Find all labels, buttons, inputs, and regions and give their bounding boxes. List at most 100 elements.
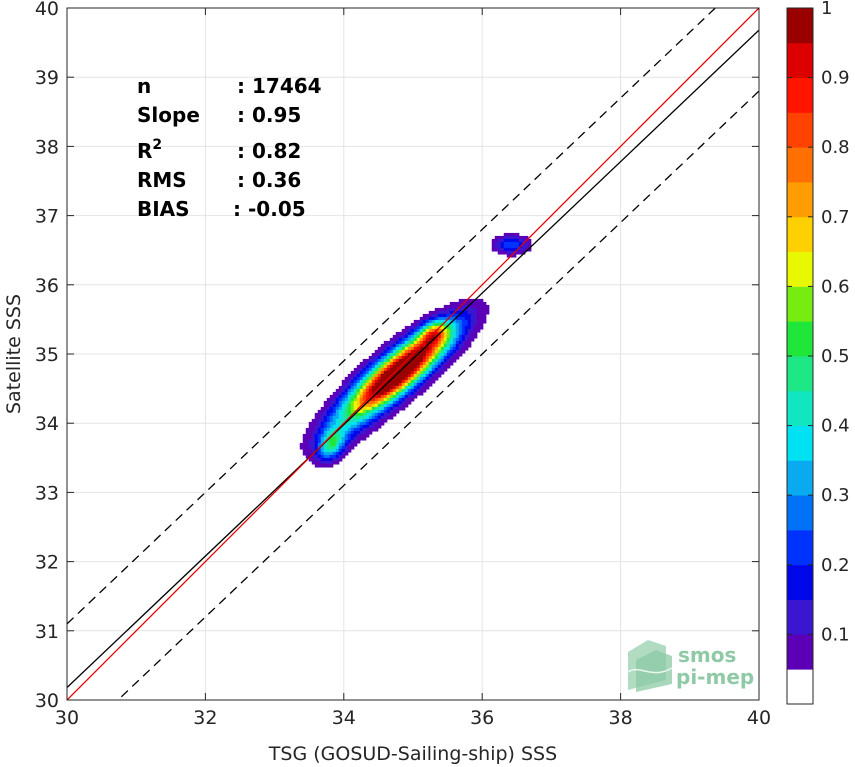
y-tick-label: 31 — [35, 621, 59, 643]
density-cell — [449, 346, 454, 351]
density-cell — [347, 373, 355, 378]
density-cell — [377, 364, 382, 369]
density-cell — [434, 325, 442, 330]
density-cell — [398, 340, 403, 345]
density-cell — [455, 346, 460, 351]
density-cell — [356, 403, 361, 408]
density-cell — [386, 358, 391, 363]
density-cell — [491, 244, 496, 249]
density-cell — [353, 403, 358, 408]
density-cell — [353, 436, 358, 441]
density-cell — [353, 373, 358, 378]
density-cell — [371, 418, 379, 423]
density-cell — [335, 400, 340, 405]
density-cell — [419, 385, 424, 390]
density-cell — [311, 454, 319, 459]
density-cell — [338, 442, 343, 447]
density-cell — [407, 343, 412, 348]
density-cell — [386, 346, 391, 351]
density-cell — [380, 349, 385, 354]
density-cell — [422, 313, 433, 318]
density-cell — [323, 454, 331, 459]
density-cell — [419, 334, 424, 339]
logo-emblem-icon — [627, 640, 673, 692]
density-cell — [320, 433, 325, 438]
density-cell — [347, 409, 352, 414]
density-cell — [344, 415, 361, 420]
density-cell — [344, 400, 349, 405]
density-cell — [371, 382, 376, 387]
y-tick-label: 37 — [35, 206, 59, 228]
density-cell — [314, 412, 322, 417]
density-cell — [347, 427, 352, 432]
density-cell — [431, 373, 436, 378]
density-cell — [410, 379, 415, 384]
density-cell — [416, 331, 421, 336]
x-tick-label: 30 — [55, 707, 79, 729]
density-cell — [461, 322, 469, 327]
density-cell — [368, 373, 373, 378]
identity-line — [67, 8, 759, 700]
density-cell — [350, 430, 355, 435]
density-cell — [335, 448, 340, 453]
density-cell — [302, 439, 310, 444]
density-cell — [413, 319, 421, 324]
colorbar-tick-label: 0.8 — [821, 137, 850, 158]
density-cell — [347, 379, 352, 384]
density-cell — [398, 385, 403, 390]
density-cell — [311, 430, 319, 435]
density-cell — [443, 355, 448, 360]
density-cell — [467, 331, 472, 336]
density-cell — [413, 382, 418, 387]
density-cell — [422, 379, 427, 384]
density-cell — [353, 385, 358, 390]
density-cell — [410, 388, 415, 393]
density-cell — [371, 352, 379, 357]
density-cell — [410, 346, 415, 351]
density-cell — [422, 382, 427, 387]
density-cell — [458, 340, 463, 345]
density-cell — [380, 352, 385, 357]
density-cell — [356, 382, 361, 387]
density-cell — [389, 388, 394, 393]
density-cell — [428, 322, 433, 327]
density-cell — [344, 448, 349, 453]
density-cell — [365, 376, 370, 381]
density-cell — [323, 400, 331, 405]
stat-separator: : — [237, 74, 245, 98]
density-cell — [359, 427, 364, 432]
density-cell — [455, 349, 460, 354]
density-cell — [392, 334, 400, 339]
density-cell — [455, 352, 463, 357]
density-cell — [401, 352, 406, 357]
density-cell — [449, 334, 454, 339]
density-cell — [461, 346, 469, 351]
density-cell — [392, 343, 397, 348]
density-cell — [341, 415, 346, 420]
density-cell — [416, 379, 421, 384]
density-cell — [341, 439, 346, 444]
density-cell — [458, 343, 466, 348]
density-cell — [353, 439, 361, 444]
density-cell — [338, 445, 343, 450]
colorbar-segment — [787, 251, 813, 287]
density-cell — [416, 391, 424, 396]
density-cell — [359, 430, 367, 435]
density-cell — [401, 355, 406, 360]
density-cell — [350, 391, 355, 396]
lower-dashed-line — [117, 90, 759, 700]
density-cell — [380, 376, 406, 381]
colorbar-segment — [787, 42, 813, 78]
density-cell — [335, 445, 340, 450]
density-cell — [365, 388, 370, 393]
density-cell — [374, 358, 379, 363]
density-cell — [419, 361, 424, 366]
density-cell — [404, 397, 409, 402]
x-axis-label: TSG (GOSUD-Sailing-ship) SSS — [268, 743, 557, 765]
density-cell — [323, 424, 328, 429]
density-cell — [452, 325, 457, 330]
density-cell — [389, 406, 394, 411]
density-cell — [371, 379, 376, 384]
density-cell — [365, 418, 370, 423]
density-cell — [326, 412, 331, 417]
